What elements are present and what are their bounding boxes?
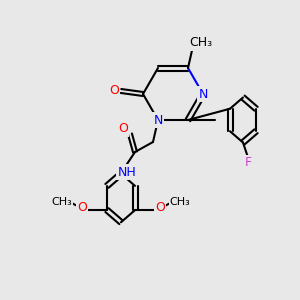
Text: O: O [118, 122, 128, 136]
Text: NH: NH [118, 166, 136, 178]
Text: O: O [155, 201, 165, 214]
Text: N: N [153, 113, 163, 127]
Text: O: O [109, 85, 119, 98]
Text: CH₃: CH₃ [189, 37, 213, 50]
Text: CH₃: CH₃ [52, 197, 72, 207]
Text: O: O [77, 201, 87, 214]
Text: N: N [198, 88, 208, 100]
Text: F: F [244, 156, 252, 169]
Text: CH₃: CH₃ [169, 197, 190, 207]
